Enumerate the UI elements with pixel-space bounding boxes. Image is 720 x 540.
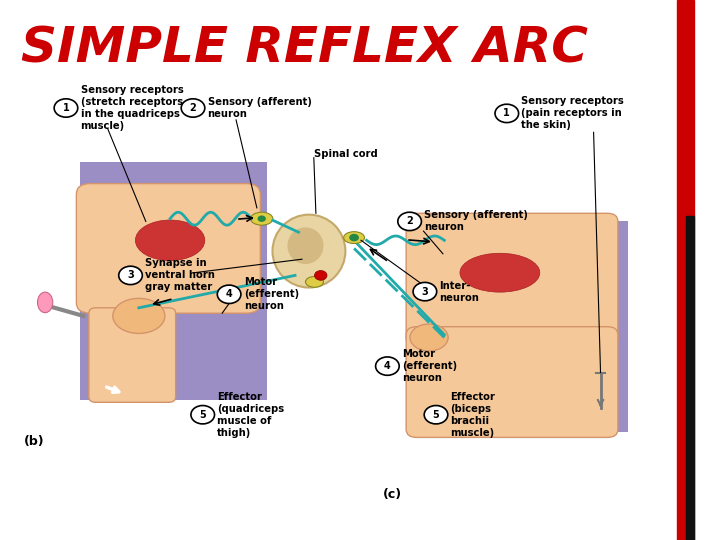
Circle shape [54,99,78,117]
Text: 2: 2 [406,217,413,226]
Text: SIMPLE REFLEX ARC: SIMPLE REFLEX ARC [21,24,588,72]
FancyBboxPatch shape [406,213,618,346]
Circle shape [413,282,437,301]
Ellipse shape [305,276,323,287]
Ellipse shape [135,220,204,260]
Ellipse shape [37,292,53,313]
Circle shape [495,104,518,123]
Text: Sensory receptors
(pain receptors in
the skin): Sensory receptors (pain receptors in the… [521,97,624,130]
Text: 4: 4 [226,289,233,299]
Text: 5: 5 [199,410,206,420]
Bar [413,221,629,432]
FancyBboxPatch shape [406,327,618,437]
Text: Sensory (afferent)
neuron: Sensory (afferent) neuron [424,211,528,232]
Bar [80,162,267,400]
Text: Motor
(efferent)
neuron: Motor (efferent) neuron [402,349,457,383]
Text: 3: 3 [421,287,428,296]
Ellipse shape [287,227,323,264]
Text: Spinal cord: Spinal cord [314,149,377,159]
Circle shape [191,406,215,424]
Text: Sensory (afferent)
neuron: Sensory (afferent) neuron [207,97,312,119]
Bar [677,0,694,540]
Text: Effector
(quadriceps
muscle of
thigh): Effector (quadriceps muscle of thigh) [217,392,284,438]
Circle shape [398,212,421,231]
Ellipse shape [113,298,165,333]
Circle shape [315,271,327,280]
Text: 1: 1 [503,109,510,118]
Text: 5: 5 [433,410,439,420]
Text: Motor
(efferent)
neuron: Motor (efferent) neuron [243,278,299,311]
Circle shape [119,266,143,285]
Ellipse shape [410,324,448,351]
Text: (b): (b) [24,435,44,449]
Text: 3: 3 [127,271,134,280]
Circle shape [424,406,448,424]
Circle shape [258,215,266,222]
Text: Synapse in
ventral horn
gray matter: Synapse in ventral horn gray matter [145,259,215,292]
Bar [686,216,694,540]
Ellipse shape [272,214,346,287]
Ellipse shape [343,232,364,244]
FancyBboxPatch shape [89,308,176,402]
Text: 2: 2 [189,103,197,113]
Text: 4: 4 [384,361,391,371]
Text: (c): (c) [383,488,402,501]
Text: Inter-
neuron: Inter- neuron [439,281,480,302]
Text: Effector
(biceps
brachii
muscle): Effector (biceps brachii muscle) [451,392,495,438]
Ellipse shape [460,253,540,292]
Circle shape [181,99,204,117]
Text: 1: 1 [63,103,69,113]
FancyBboxPatch shape [76,184,261,313]
Ellipse shape [251,212,273,225]
Circle shape [376,357,399,375]
Circle shape [349,234,359,241]
Text: Sensory receptors
(stretch receptors
in the quadriceps
muscle): Sensory receptors (stretch receptors in … [81,85,184,131]
Circle shape [217,285,241,303]
